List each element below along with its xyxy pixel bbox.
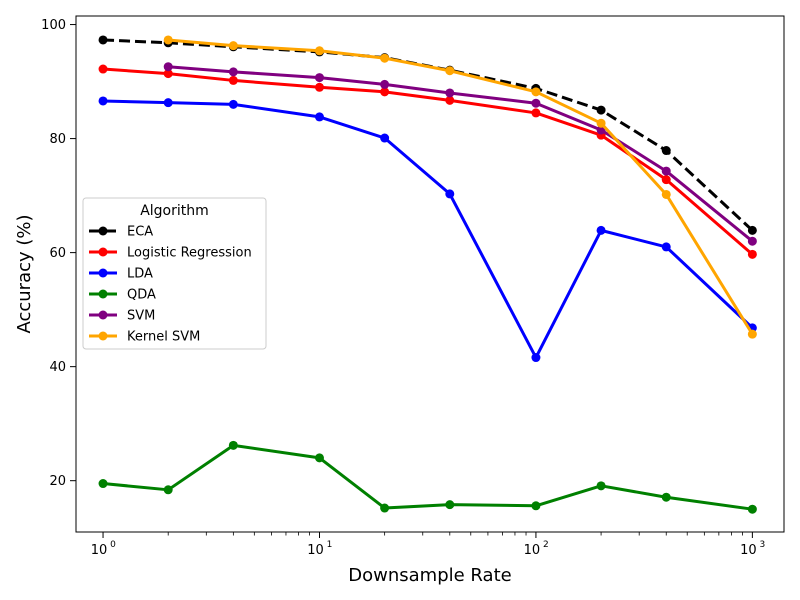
data-point [98, 96, 108, 106]
data-point [747, 225, 757, 235]
legend-label: ECA [127, 225, 153, 240]
series-line [102, 38, 754, 232]
data-point [98, 479, 108, 489]
data-point [98, 64, 108, 74]
y-axis-label: Accuracy (%) [14, 214, 35, 333]
data-point [596, 481, 606, 491]
data-point [380, 503, 390, 513]
legend-item: Logistic Regression [89, 246, 252, 261]
data-point [445, 95, 455, 105]
data-point [596, 118, 606, 128]
data-point [163, 98, 173, 108]
y-tick-label: 100 [41, 18, 66, 33]
legend-label: SVM [127, 309, 155, 324]
legend-label: Logistic Regression [127, 246, 252, 261]
data-point [747, 504, 757, 514]
legend-item: LDA [89, 267, 153, 282]
data-point [661, 166, 671, 176]
series-group [163, 62, 757, 246]
legend-swatch-marker [98, 310, 108, 320]
data-point [380, 53, 390, 63]
data-point [445, 88, 455, 98]
data-point [445, 500, 455, 510]
data-point [596, 225, 606, 235]
data-point [445, 66, 455, 76]
legend-label: QDA [127, 288, 156, 303]
y-tick-label: 60 [49, 246, 66, 261]
data-point [228, 75, 238, 85]
data-point [445, 189, 455, 199]
legend-label: LDA [127, 267, 153, 282]
data-point [380, 133, 390, 143]
data-point [661, 189, 671, 199]
x-tick-label: 10 [307, 543, 324, 558]
data-point [314, 73, 324, 83]
data-point [163, 62, 173, 72]
data-point [314, 46, 324, 56]
data-point [531, 108, 541, 118]
legend-label: Kernel SVM [127, 330, 200, 345]
data-point [747, 249, 757, 259]
x-tick-label: 10 [740, 543, 757, 558]
y-tick-label: 40 [49, 360, 66, 375]
data-point [531, 501, 541, 511]
series-group [98, 96, 757, 363]
data-point [228, 440, 238, 450]
legend-box [82, 197, 267, 350]
data-point [596, 105, 606, 115]
data-point [380, 87, 390, 97]
x-axis-label: Downsample Rate [348, 565, 511, 586]
data-point [531, 98, 541, 108]
series-line [103, 99, 754, 360]
data-point [163, 69, 173, 79]
plot-frame [75, 15, 785, 533]
data-point [314, 82, 324, 92]
y-tick-label: 20 [49, 474, 66, 489]
x-tick-exponent: 3 [760, 540, 766, 550]
legend-item: ECA [89, 225, 153, 240]
legend-item: SVM [89, 309, 155, 324]
data-point [314, 453, 324, 463]
series-group [163, 35, 757, 339]
data-point [531, 353, 541, 363]
y-tick-label: 80 [49, 132, 66, 147]
data-point [163, 35, 173, 45]
legend: Algorithm ECA Logistic Regression LDA QDA SVM… [82, 197, 267, 350]
legend-swatch-marker [98, 289, 108, 299]
legend-swatch-marker [98, 247, 108, 257]
data-point [163, 485, 173, 495]
data-point [661, 146, 671, 156]
legend-swatch-marker [98, 331, 108, 341]
x-tick-exponent: 2 [543, 540, 549, 550]
data-point [98, 35, 108, 45]
data-point [314, 112, 324, 122]
legend-swatch-marker [98, 226, 108, 236]
series-line [102, 443, 753, 511]
data-point [661, 242, 671, 252]
series-group [98, 440, 757, 514]
legend-swatch-marker [98, 268, 108, 278]
data-point [661, 175, 671, 185]
x-tick-label: 10 [524, 543, 541, 558]
series-layer [98, 35, 757, 514]
legend-item: QDA [89, 288, 156, 303]
x-tick-label: 10 [91, 543, 108, 558]
data-point [380, 79, 390, 89]
data-point [228, 67, 238, 77]
legend-title: Algorithm [140, 203, 209, 219]
data-point [747, 236, 757, 246]
data-point [228, 41, 238, 51]
data-point [661, 492, 671, 502]
data-point [531, 87, 541, 97]
data-point [228, 99, 238, 109]
x-tick-exponent: 0 [110, 540, 116, 550]
legend-item: Kernel SVM [89, 330, 200, 345]
x-tick-exponent: 1 [327, 540, 333, 550]
data-point [747, 329, 757, 339]
